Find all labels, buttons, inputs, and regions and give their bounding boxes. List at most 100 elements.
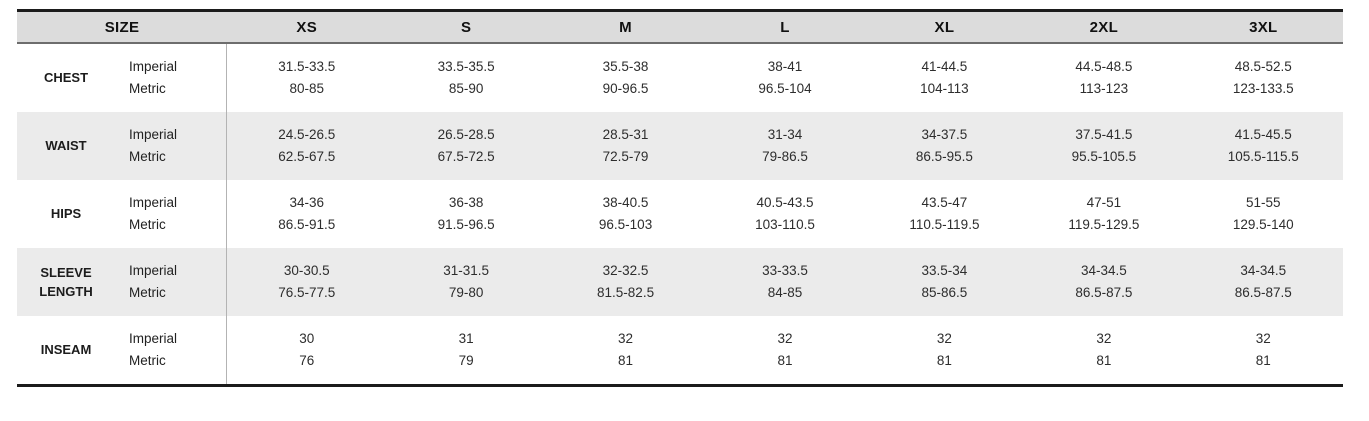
metric-value: 110.5-119.5 (909, 217, 980, 232)
metric-value: 81.5-82.5 (597, 285, 655, 300)
measurement-cell: 24.5-26.5 62.5-67.5 (227, 124, 386, 168)
metric-value: 103-110.5 (755, 217, 815, 232)
measurement-cell: 34-34.5 86.5-87.5 (1024, 260, 1183, 304)
measurement-cell: 40.5-43.5 103-110.5 (705, 192, 864, 236)
measurement-cell: 33.5-35.5 85-90 (386, 56, 545, 100)
metric-value: 84-85 (767, 285, 803, 300)
imperial-value: 32-32.5 (602, 263, 649, 278)
measurement-cell: 32 81 (865, 328, 1024, 372)
measurement-cell: 32 81 (546, 328, 705, 372)
measurement-cell: 34-37.5 86.5-95.5 (865, 124, 1024, 168)
imperial-value: 40.5-43.5 (756, 195, 814, 210)
imperial-value: 33.5-34 (921, 263, 968, 278)
size-header-xs: XS (296, 18, 318, 36)
measurement-cell: 31 79 (386, 328, 545, 372)
metric-value: 119.5-129.5 (1068, 217, 1140, 232)
row-label: INSEAM (40, 342, 92, 358)
measurement-cell: 30-30.5 76.5-77.5 (227, 260, 386, 304)
imperial-value: 31-34 (767, 127, 803, 142)
imperial-value: 41-44.5 (921, 59, 968, 74)
measurement-cell: 47-51 119.5-129.5 (1024, 192, 1183, 236)
imperial-value: 34-34.5 (1080, 263, 1127, 278)
unit-metric-label: Metric (129, 217, 166, 232)
metric-value: 104-113 (920, 81, 969, 96)
unit-imperial-label: Imperial (129, 195, 178, 210)
measurement-cell: 34-36 86.5-91.5 (227, 192, 386, 236)
metric-value: 79-86.5 (762, 149, 808, 164)
metric-value: 76.5-77.5 (278, 285, 336, 300)
table-row: SLEEVE LENGTH Imperial Metric 30-30.5 76.… (17, 248, 1343, 316)
metric-value: 95.5-105.5 (1071, 149, 1137, 164)
measurement-cell: 33-33.5 84-85 (705, 260, 864, 304)
imperial-value: 31.5-33.5 (278, 59, 336, 74)
unit-metric-label: Metric (129, 149, 166, 164)
size-header-l: L (780, 18, 790, 36)
row-label: CHEST (43, 70, 89, 86)
measurement-cell: 51-55 129.5-140 (1184, 192, 1343, 236)
metric-value: 85-86.5 (921, 285, 968, 300)
measurement-cell: 32 81 (1184, 328, 1343, 372)
metric-value: 81 (618, 353, 634, 368)
imperial-value: 41.5-45.5 (1234, 127, 1292, 142)
imperial-value: 30 (299, 331, 315, 346)
size-column-header: SIZE (104, 18, 140, 36)
metric-value: 79 (458, 353, 474, 368)
size-header-3xl: 3XL (1249, 18, 1278, 36)
measurement-cell: 48.5-52.5 123-133.5 (1184, 56, 1343, 100)
metric-value: 80-85 (289, 81, 324, 96)
size-header-s: S (460, 18, 472, 36)
imperial-value: 37.5-41.5 (1075, 127, 1133, 142)
imperial-value: 33-33.5 (762, 263, 808, 278)
measurement-cell: 32-32.5 81.5-82.5 (546, 260, 705, 304)
imperial-value: 34-37.5 (921, 127, 968, 142)
imperial-value: 32 (1255, 331, 1271, 346)
unit-metric-label: Metric (129, 353, 166, 368)
imperial-value: 32 (777, 331, 793, 346)
metric-value: 90-96.5 (602, 81, 649, 96)
table-row: CHEST Imperial Metric 31.5-33.5 80-85 33.5… (17, 44, 1343, 112)
imperial-value: 38-41 (767, 59, 803, 74)
imperial-value: 35.5-38 (602, 59, 649, 74)
measurement-cell: 30 76 (227, 328, 386, 372)
size-header-2xl: 2XL (1089, 18, 1119, 36)
imperial-value: 32 (936, 331, 952, 346)
unit-labels-cell: Imperial Metric (115, 316, 227, 384)
table-row: HIPS Imperial Metric 34-36 86.5-91.5 36-38… (17, 180, 1343, 248)
row-label: HIPS (50, 206, 82, 222)
measurement-cell: 36-38 91.5-96.5 (386, 192, 545, 236)
metric-value: 81 (936, 353, 952, 368)
metric-value: 91.5-96.5 (437, 217, 495, 232)
measurement-cell: 31-31.5 79-80 (386, 260, 545, 304)
table-row: INSEAM Imperial Metric 30 76 31 79 32 81 32 81 3… (17, 316, 1343, 384)
unit-imperial-label: Imperial (129, 263, 178, 278)
imperial-value: 38-40.5 (602, 195, 649, 210)
measurement-cell: 34-34.5 86.5-87.5 (1184, 260, 1343, 304)
table-header-row: SIZE XS S M L XL 2XL 3XL (17, 12, 1343, 44)
metric-value: 86.5-95.5 (915, 149, 973, 164)
imperial-value: 32 (618, 331, 634, 346)
measurement-cell: 28.5-31 72.5-79 (546, 124, 705, 168)
measurement-cell: 37.5-41.5 95.5-105.5 (1024, 124, 1183, 168)
metric-value: 62.5-67.5 (278, 149, 336, 164)
unit-imperial-label: Imperial (129, 331, 178, 346)
size-chart-table: SIZE XS S M L XL 2XL 3XL CHEST Imperial … (17, 9, 1343, 387)
metric-value: 79-80 (448, 285, 484, 300)
measurement-cell: 38-41 96.5-104 (705, 56, 864, 100)
metric-value: 76 (299, 353, 315, 368)
table-body: CHEST Imperial Metric 31.5-33.5 80-85 33.5… (17, 44, 1343, 384)
metric-value: 105.5-115.5 (1227, 149, 1299, 164)
metric-value: 113-123 (1079, 81, 1129, 96)
metric-value: 81 (1096, 353, 1112, 368)
metric-value: 86.5-87.5 (1234, 285, 1292, 300)
metric-value: 85-90 (448, 81, 484, 96)
imperial-value: 31-31.5 (443, 263, 490, 278)
measurement-cell: 31.5-33.5 80-85 (227, 56, 386, 100)
size-header-xl: XL (934, 18, 955, 36)
unit-labels-cell: Imperial Metric (115, 44, 227, 112)
measurement-cell: 32 81 (705, 328, 864, 372)
metric-value: 96.5-103 (598, 217, 653, 232)
table-row: WAIST Imperial Metric 24.5-26.5 62.5-67.5… (17, 112, 1343, 180)
unit-metric-label: Metric (129, 285, 166, 300)
row-label: SLEEVE LENGTH (39, 264, 93, 300)
